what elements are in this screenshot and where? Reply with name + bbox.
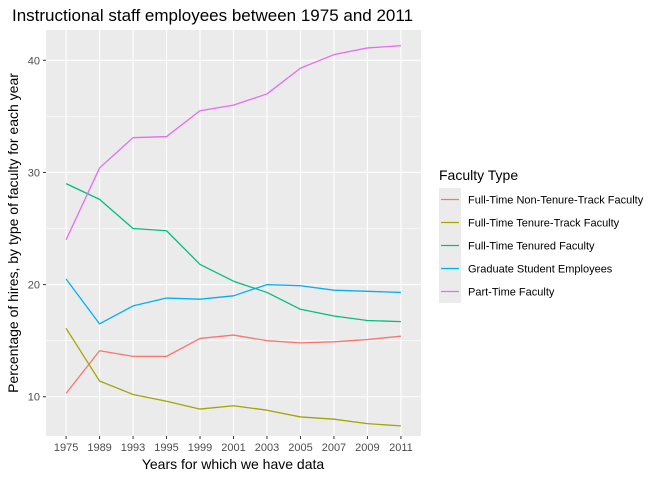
x-tick-label: 1999 [188,442,212,454]
legend-title: Faculty Type [439,167,518,183]
series-line-graduate-student-employees [65,278,401,325]
legend-label: Full-Time Non-Tenure-Track Faculty [468,195,644,207]
x-axis: 1975 1989 1993 1995 1999 2001 2003 2005 2007 2009… [54,436,413,454]
y-tick-label: 20 [28,280,40,292]
x-axis-label: Years for which we have data [142,456,325,472]
series-lines [65,45,401,427]
x-tick-label: 2007 [322,442,346,454]
y-tick-label: 10 [28,392,40,404]
x-tick-label: 2009 [355,442,379,454]
x-tick-label: 2005 [288,442,312,454]
y-tick-label: 40 [28,55,40,67]
legend: Faculty Type Full-Time Non-Tenure-Track … [439,167,644,303]
x-tick-label: 1993 [121,442,145,454]
x-tick-label: 1975 [54,442,78,454]
major-gridlines [46,30,421,436]
legend-label: Full-Time Tenure-Track Faculty [468,218,620,230]
y-tick-label: 30 [28,167,40,179]
legend-label: Full-Time Tenured Faculty [468,241,595,253]
x-tick-label: 2001 [221,442,245,454]
series-line-full-time-tenured-faculty [65,183,401,323]
legend-label: Graduate Student Employees [468,264,613,276]
chart-title: Instructional staff employees between 19… [12,6,413,25]
x-tick-label: 1989 [87,442,111,454]
series-line-part-time-faculty [65,45,401,241]
legend-label: Part-Time Faculty [468,287,555,299]
x-tick-label: 1995 [154,442,178,454]
y-axis: 10 20 30 40 [28,55,46,404]
x-tick-label: 2003 [255,442,279,454]
series-line-full-time-non-tenure-track-faculty [65,334,401,394]
series-line-full-time-tenure-track-faculty [65,327,401,427]
y-axis-label: Percentage of hires, by type of faculty … [5,73,21,393]
x-tick-label: 2011 [389,442,413,454]
